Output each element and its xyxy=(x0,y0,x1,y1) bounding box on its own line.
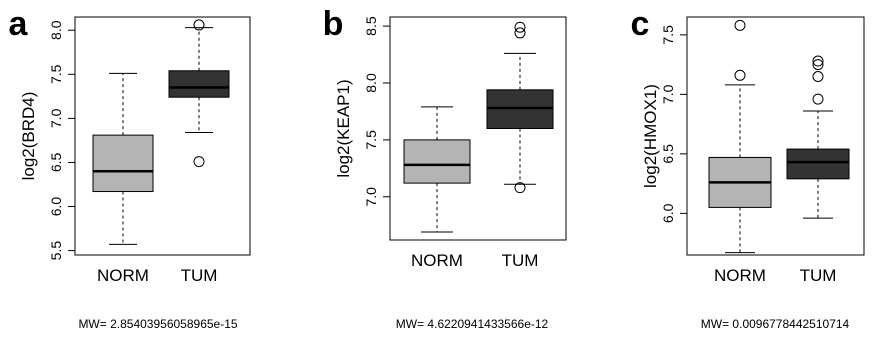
outlier-point xyxy=(193,156,205,168)
outlier-point xyxy=(514,182,526,194)
y-tick-label: 8.5 xyxy=(363,16,379,36)
y-tick-label: 7.0 xyxy=(660,84,676,104)
panel-label: a xyxy=(9,5,29,43)
x-category-label: TUM xyxy=(181,266,218,285)
x-category-label: TUM xyxy=(502,251,539,270)
y-tick-label: 5.5 xyxy=(48,241,64,261)
box-tum: TUM xyxy=(786,55,850,285)
y-tick-label: 6.0 xyxy=(660,203,676,223)
outlier-point xyxy=(812,71,824,82)
panel-b: b log2(KEAP1) 7.0 7.5 8.0 8.5 NORM TUM MW= 4.622… xyxy=(323,5,567,331)
y-tick-label: 7.5 xyxy=(660,25,676,45)
y-axis-label: log2(KEAP1) xyxy=(334,79,353,177)
y-tick-label: 6.0 xyxy=(48,197,64,217)
outlier-point xyxy=(734,19,746,31)
outlier-point xyxy=(193,19,205,31)
mw-pvalue: MW= 0.0096778442510714 xyxy=(701,317,850,331)
mw-pvalue: MW= 2.85403956058965e-15 xyxy=(78,317,237,331)
outlier-point xyxy=(812,55,824,67)
outlier-point xyxy=(812,59,824,71)
panel-c: c log2(HMOX1)6.0 6.5 7.0 7.5 NORM TUM MW= 0.009… xyxy=(631,5,865,331)
panel-label: b xyxy=(323,5,344,43)
y-axis-label: log2(BRD4) xyxy=(19,92,38,181)
box-iqr xyxy=(92,134,154,193)
y-tick-label: 6.5 xyxy=(48,153,64,173)
panel-label: c xyxy=(631,5,650,43)
box-norm: NORM xyxy=(403,106,471,270)
box-iqr xyxy=(786,148,850,180)
y-tick-label: 7.5 xyxy=(48,64,64,84)
y-tick-label: 8.0 xyxy=(363,73,379,93)
box-norm: NORM xyxy=(708,19,772,285)
y-tick-label: 7.0 xyxy=(363,187,379,207)
x-category-label: NORM xyxy=(411,251,463,270)
box-norm: NORM xyxy=(92,72,154,285)
panel-a: a log2(BRD4) 5.5 6.0 6.5 7.0 7.5 8.0 NORM TUM MW= … xyxy=(9,5,251,331)
box-tum: TUM xyxy=(168,19,230,285)
box-tum: TUM xyxy=(486,21,554,270)
plot-frame xyxy=(74,16,251,256)
mw-pvalue: MW= 4.6220941433566e-12 xyxy=(396,317,549,331)
y-tick-label: 6.5 xyxy=(660,144,676,164)
y-tick-label: 7.0 xyxy=(48,108,64,128)
y-tick-label: 8.0 xyxy=(48,20,64,40)
x-category-label: TUM xyxy=(800,266,837,285)
plot-frame xyxy=(389,16,567,241)
outlier-point xyxy=(514,27,526,39)
outlier-point xyxy=(734,69,746,81)
x-category-label: NORM xyxy=(97,266,149,285)
outlier-point xyxy=(812,93,824,105)
y-axis-label: log2(HMOX1) xyxy=(641,84,660,188)
box-iqr xyxy=(168,70,230,98)
box-iqr xyxy=(403,139,471,184)
y-tick-label: 7.5 xyxy=(363,130,379,150)
outlier-point xyxy=(514,21,526,33)
plot-frame xyxy=(686,16,865,256)
x-category-label: NORM xyxy=(714,266,766,285)
